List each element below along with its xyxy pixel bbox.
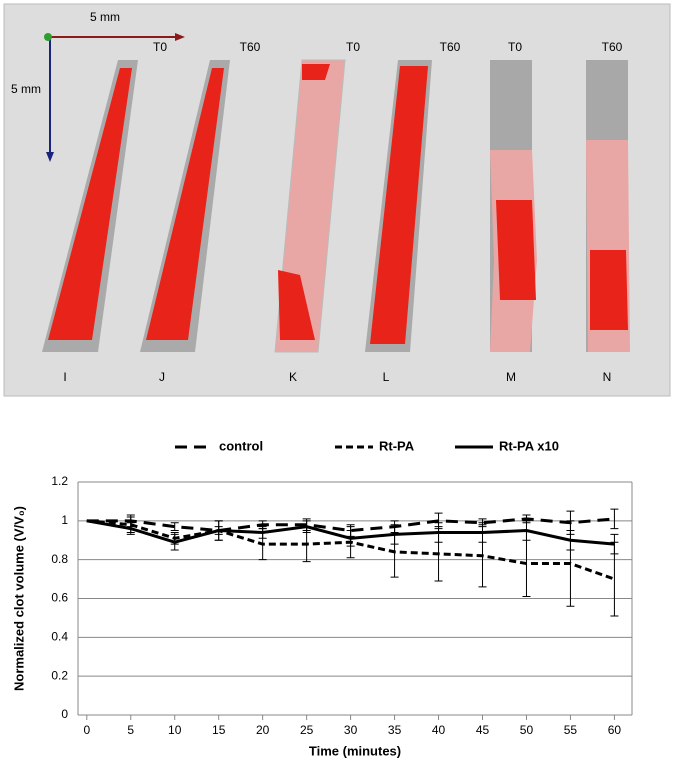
x-tick-label: 25 (300, 723, 314, 737)
scale-label: 5 mm (90, 10, 120, 24)
y-tick-label: 0.4 (51, 630, 68, 644)
y-tick-label: 1 (61, 513, 68, 527)
clot (146, 68, 224, 340)
panel-label: I (63, 370, 66, 384)
panel-label: L (383, 370, 390, 384)
origin (44, 33, 52, 41)
x-tick-label: 30 (344, 723, 358, 737)
x-tick-label: 15 (212, 723, 226, 737)
time-label: T0 (153, 40, 167, 54)
panel-label: K (289, 370, 297, 384)
error-bar (610, 508, 619, 530)
x-tick-label: 45 (476, 723, 490, 737)
series-line (86, 519, 615, 546)
tubes (42, 59, 630, 353)
time-label: T60 (440, 40, 461, 54)
x-tick-label: 10 (168, 723, 182, 737)
panel-label: J (159, 370, 165, 384)
clot (302, 64, 330, 80)
legend-label: Rt-PA (379, 438, 415, 453)
x-tick-label: 5 (127, 723, 134, 737)
time-label: T60 (602, 40, 623, 54)
panel-label: M (506, 370, 516, 384)
clot (278, 270, 315, 340)
arrow-head (175, 33, 185, 41)
legend-label: control (219, 438, 263, 453)
x-tick-label: 35 (388, 723, 402, 737)
error-bar (610, 533, 619, 555)
time-label: T0 (346, 40, 360, 54)
y-axis-title: Normalized clot volume (V/V₀) (11, 506, 26, 691)
x-tick-label: 50 (520, 723, 534, 737)
x-tick-label: 20 (256, 723, 270, 737)
legend-label: Rt-PA x10 (499, 438, 559, 453)
error-bar (170, 522, 179, 532)
clot (496, 200, 536, 300)
y-tick-label: 0.6 (51, 591, 68, 605)
clot (370, 66, 428, 344)
x-tick-label: 40 (432, 723, 446, 737)
x-axis-title: Time (minutes) (309, 743, 401, 758)
clot (48, 68, 132, 340)
panel-label: N (603, 370, 612, 384)
y-tick-label: 0.2 (51, 668, 68, 682)
x-tick-label: 0 (83, 723, 90, 737)
series-line (86, 517, 615, 533)
y-tick-label: 1.2 (51, 474, 68, 488)
scale-label: 5 mm (11, 82, 41, 96)
arrow-head (46, 152, 54, 162)
x-tick-label: 55 (564, 723, 578, 737)
clot (590, 250, 628, 330)
y-tick-label: 0 (61, 707, 68, 721)
time-label: T0 (508, 40, 522, 54)
x-tick-label: 60 (608, 723, 622, 737)
time-label: T60 (240, 40, 261, 54)
y-tick-label: 0.8 (51, 552, 68, 566)
